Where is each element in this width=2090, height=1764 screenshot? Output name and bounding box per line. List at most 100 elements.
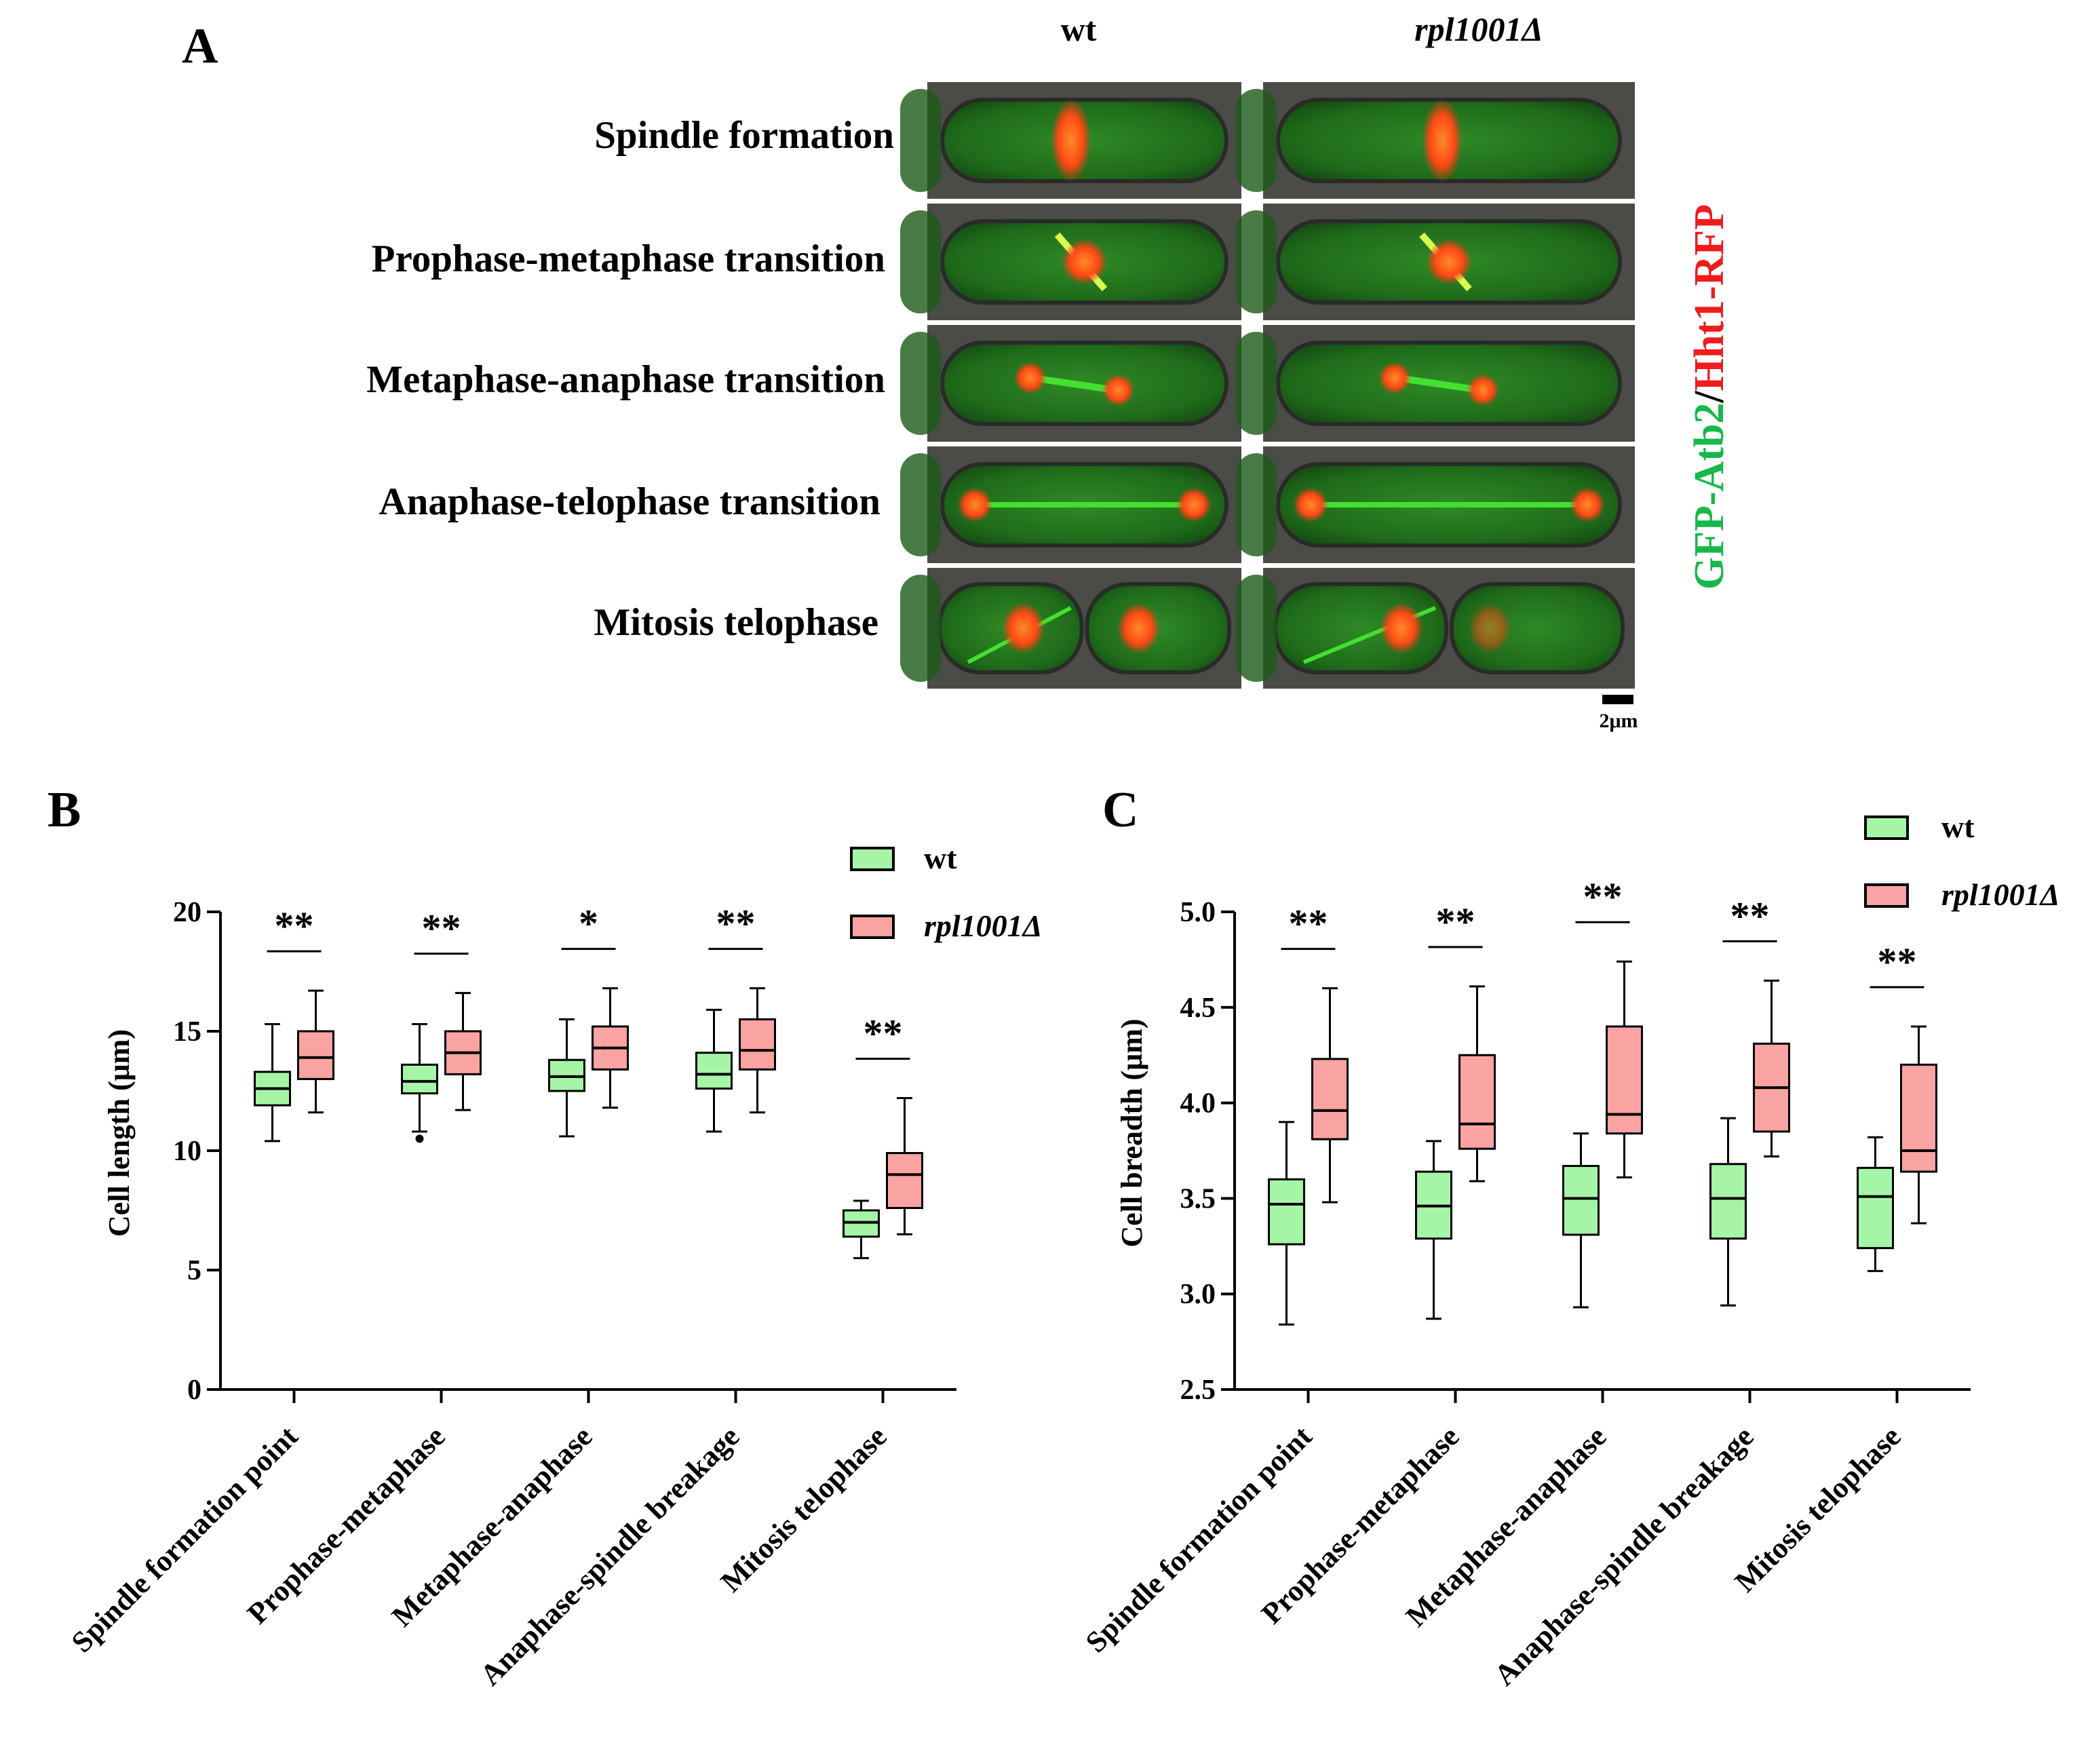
stain-label: GFP-Atb2/Hht1-RFP [1686,204,1733,590]
chart-b-sig-label: ** [422,906,461,951]
chart-b-x-tick-label: Anaphase-spindle breakage [473,1419,746,1691]
chart-c-box-wt-0 [1268,1121,1305,1326]
chart-b-outlier [415,1134,424,1143]
chart-b-sig-label: ** [275,904,314,948]
chart-c-sig-label: ** [1878,940,1917,984]
chart-c-y-tick-label: 3.0 [1180,1279,1216,1310]
micrograph-tile-r0-c1 [1236,82,1635,199]
stain-green: GFP-Atb2 [1686,403,1733,590]
chart-c-sig-label: ** [1730,894,1770,938]
row-label-2: Metaphase-anaphase transition [366,358,885,401]
micrograph-tile-r0-c0 [900,82,1241,199]
chart-c-box-body [1268,1178,1305,1246]
row-label-3: Anaphase-telophase transition [379,480,881,523]
chart-c-sig-label: ** [1583,875,1623,919]
chart-b-box-wt-3 [695,1008,733,1133]
chart-b-sig-label: ** [864,1012,903,1056]
chart-b-box-rpl1001-1 [444,992,482,1111]
chart-c-y-tick-label: 4.5 [1180,993,1216,1024]
legend-b-mutant-swatch [850,915,895,939]
row-label-4: Mitosis telophase [594,601,878,644]
micrograph-tile-r4-c1 [1236,568,1635,689]
legend-b-wt-label: wt [924,841,957,875]
chart-b-box-body [695,1052,733,1090]
chart-b-y-label: Cell length (μm) [102,1029,136,1237]
legend-b-mutant-label: rpl1001Δ [924,908,1043,943]
chart-b-box-rpl1001-2 [592,987,629,1109]
chart-c-box-rpl1001-3 [1753,979,1790,1157]
chart-c-sig-label: ** [1289,902,1328,946]
panel-a-letter: A [182,18,218,74]
scale-bar [1602,695,1633,704]
legend-c-mutant-swatch [1864,883,1909,908]
chart-c-box-body [1458,1054,1496,1150]
chart-c-box-rpl1001-0 [1311,987,1349,1204]
chart-c-y-label: Cell breadth (μm) [1115,1019,1148,1248]
chart-c-sig-label: ** [1436,900,1475,944]
chart-b-box-body [401,1063,438,1095]
chart-c-box-body [1709,1163,1747,1240]
chart-c-box-body [1606,1025,1643,1135]
micrograph-tile-r1-c1 [1236,204,1635,320]
chart-b-box-body [739,1018,776,1071]
chart-c-box-rpl1001-1 [1458,985,1496,1183]
row-label-0: Spindle formation [594,114,894,157]
panel-c-letter: C [1102,782,1138,838]
chart-c-box-body [1900,1063,1937,1173]
chart-c-box-wt-2 [1562,1132,1600,1309]
chart-b-box-wt-4 [843,1200,880,1259]
chart-b-box-wt-0 [254,1022,291,1143]
chart-b-box-body [886,1152,923,1209]
micrograph-tile-r4-c0 [900,568,1241,689]
chart-b-box-wt-1 [401,1022,438,1143]
panel-c: C Cell breadth (μm) 2.53.03.54.04.55.0Sp… [1079,782,2060,1692]
micrograph-tile-r3-c1 [1236,446,1635,563]
micrograph-tile-r2-c0 [900,325,1241,442]
chart-c-box-body [1857,1166,1894,1250]
chart-c-x-tick-label: Anaphase-spindle breakage [1488,1419,1760,1691]
chart-b-box-body [297,1030,334,1080]
chart-c-y-tick-label: 4.0 [1180,1088,1216,1119]
chart-c-box-wt-3 [1709,1117,1747,1307]
legend-c-wt-label: wt [1941,809,1975,844]
chart-c-y-tick-label: 3.5 [1180,1183,1216,1214]
chart-c-legend: wt rpl1001Δ [1864,809,2060,912]
chart-c-y-tick-label: 5.0 [1180,897,1216,928]
col-header-wt: wt [1061,10,1097,48]
col-header-mutant: rpl1001Δ [1414,10,1543,48]
chart-c-box-rpl1001-4 [1900,1025,1937,1225]
chart-b-y-tick-label: 5 [187,1255,201,1286]
chart-b-box-rpl1001-4 [886,1097,923,1235]
chart-b-sig-label: ** [716,902,756,946]
chart-b-y-tick-label: 0 [187,1375,201,1406]
micrograph-grid [900,82,1635,689]
chart-b-sig-label: * [579,902,598,946]
chart-b-y-tick-label: 10 [173,1136,201,1167]
panel-b-letter: B [47,782,81,838]
stain-separator: / [1686,391,1733,404]
micrograph-tile-r3-c0 [900,446,1241,563]
micrograph-tile-r1-c0 [900,204,1241,320]
legend-c-wt-swatch [1864,816,1909,840]
chart-b-legend: wt rpl1001Δ [850,841,1043,943]
chart-b-box-wt-2 [548,1018,585,1138]
chart-b-y-tick-label: 20 [173,897,201,928]
chart-b-y-tick-label: 15 [173,1016,201,1048]
chart-c-box-body [1562,1165,1600,1236]
chart-c-box-rpl1001-2 [1606,960,1643,1178]
micrograph-tile-r2-c1 [1236,325,1635,442]
legend-c-mutant-label: rpl1001Δ [1941,877,2060,912]
panel-a: A wt rpl1001Δ Spindle formation Prophase… [182,10,1733,732]
stain-red: Hht1-RFP [1686,204,1733,391]
chart-c-box-wt-4 [1857,1136,1894,1272]
chart-c-y-tick-label: 2.5 [1180,1375,1216,1406]
chart-b-box-rpl1001-3 [739,987,776,1114]
scale-bar-label: 2μm [1600,710,1638,732]
chart-c-box-body [1311,1058,1349,1140]
chart-c-box-wt-1 [1415,1140,1452,1320]
row-label-1: Prophase-metaphase transition [372,237,885,280]
